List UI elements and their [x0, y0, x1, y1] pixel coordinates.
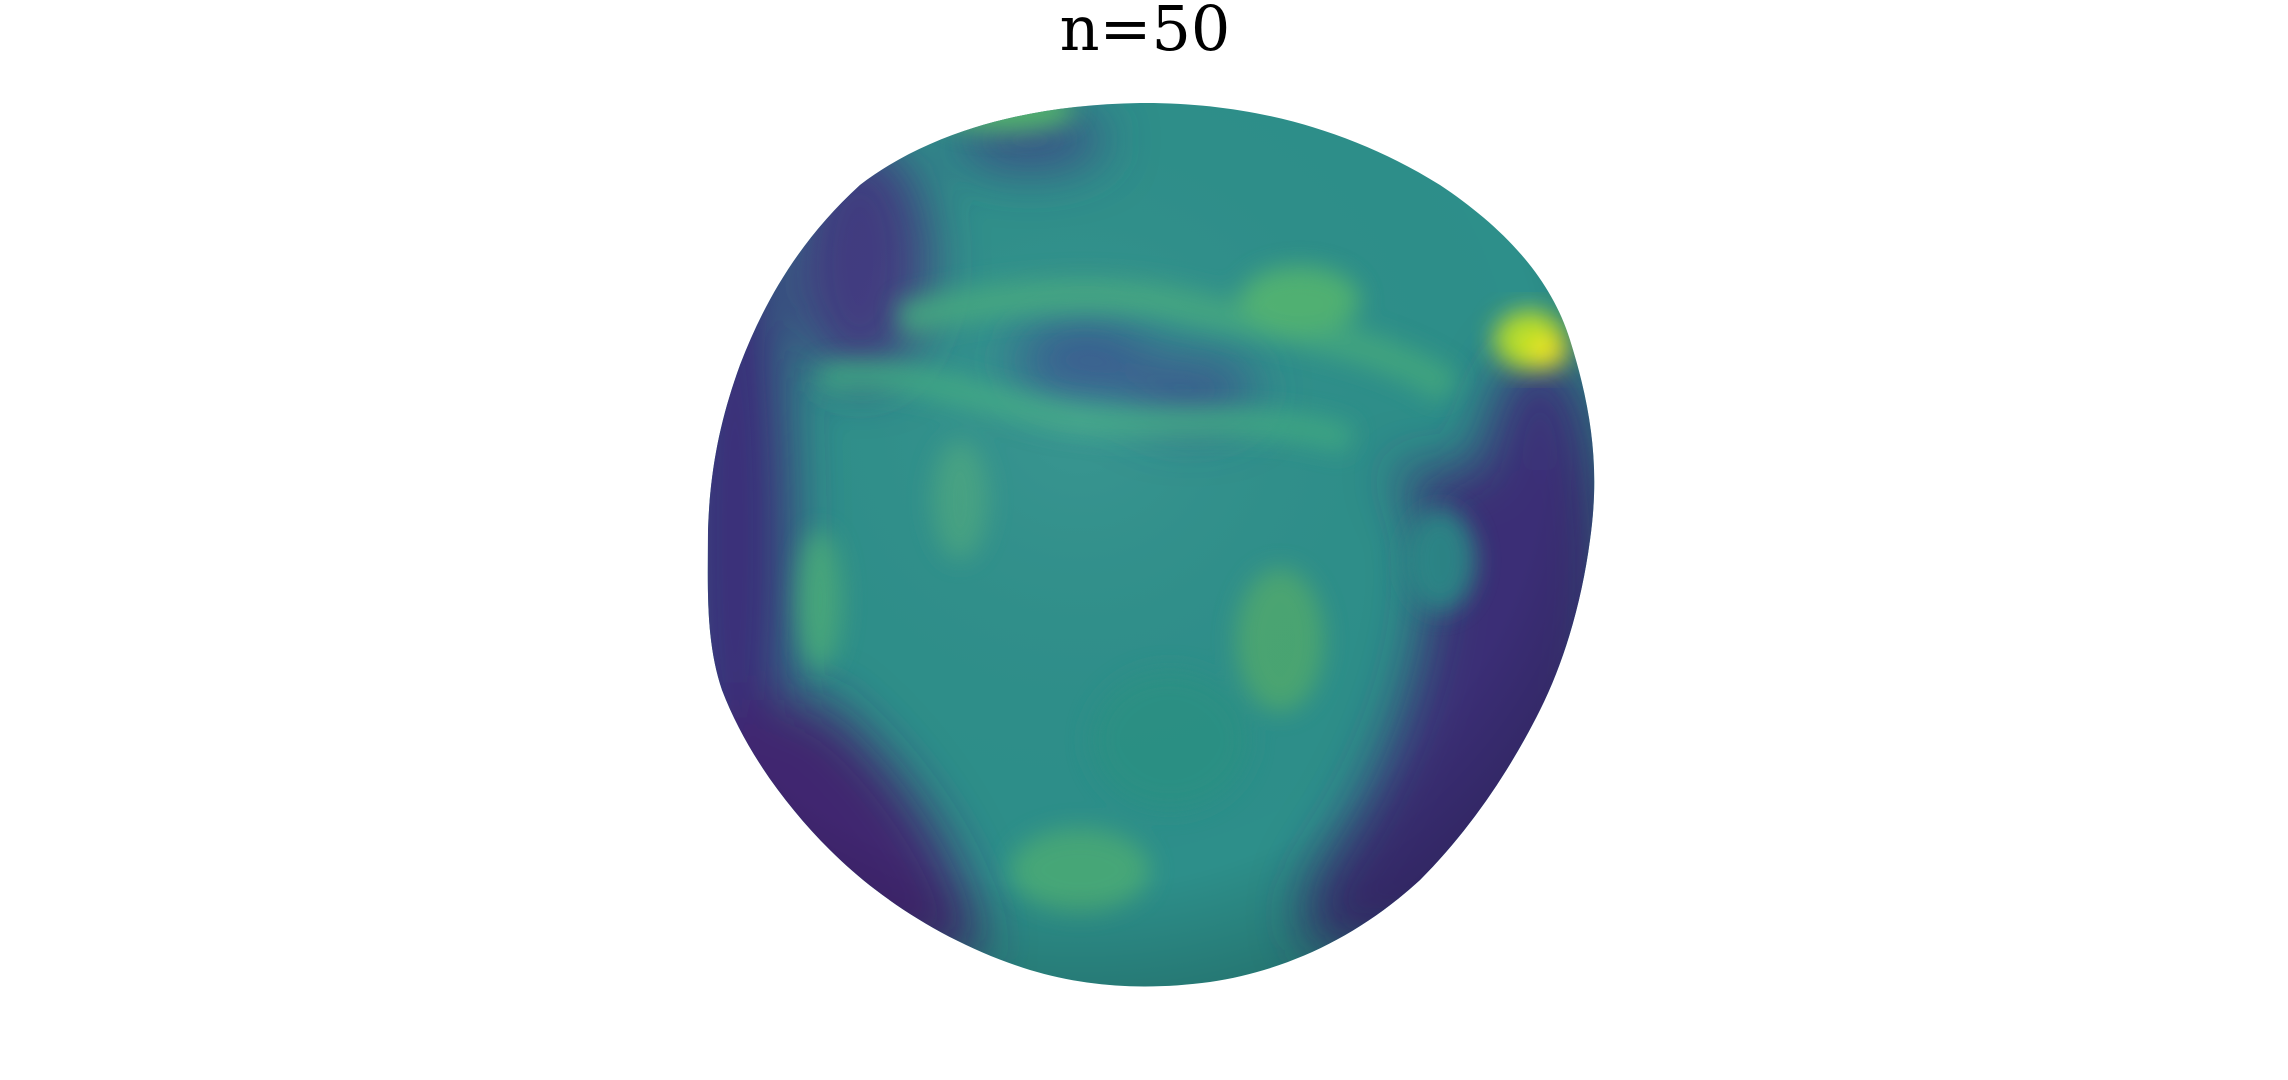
sphere-surface — [707, 102, 1595, 987]
plot-title: n=50 — [1060, 0, 1231, 65]
